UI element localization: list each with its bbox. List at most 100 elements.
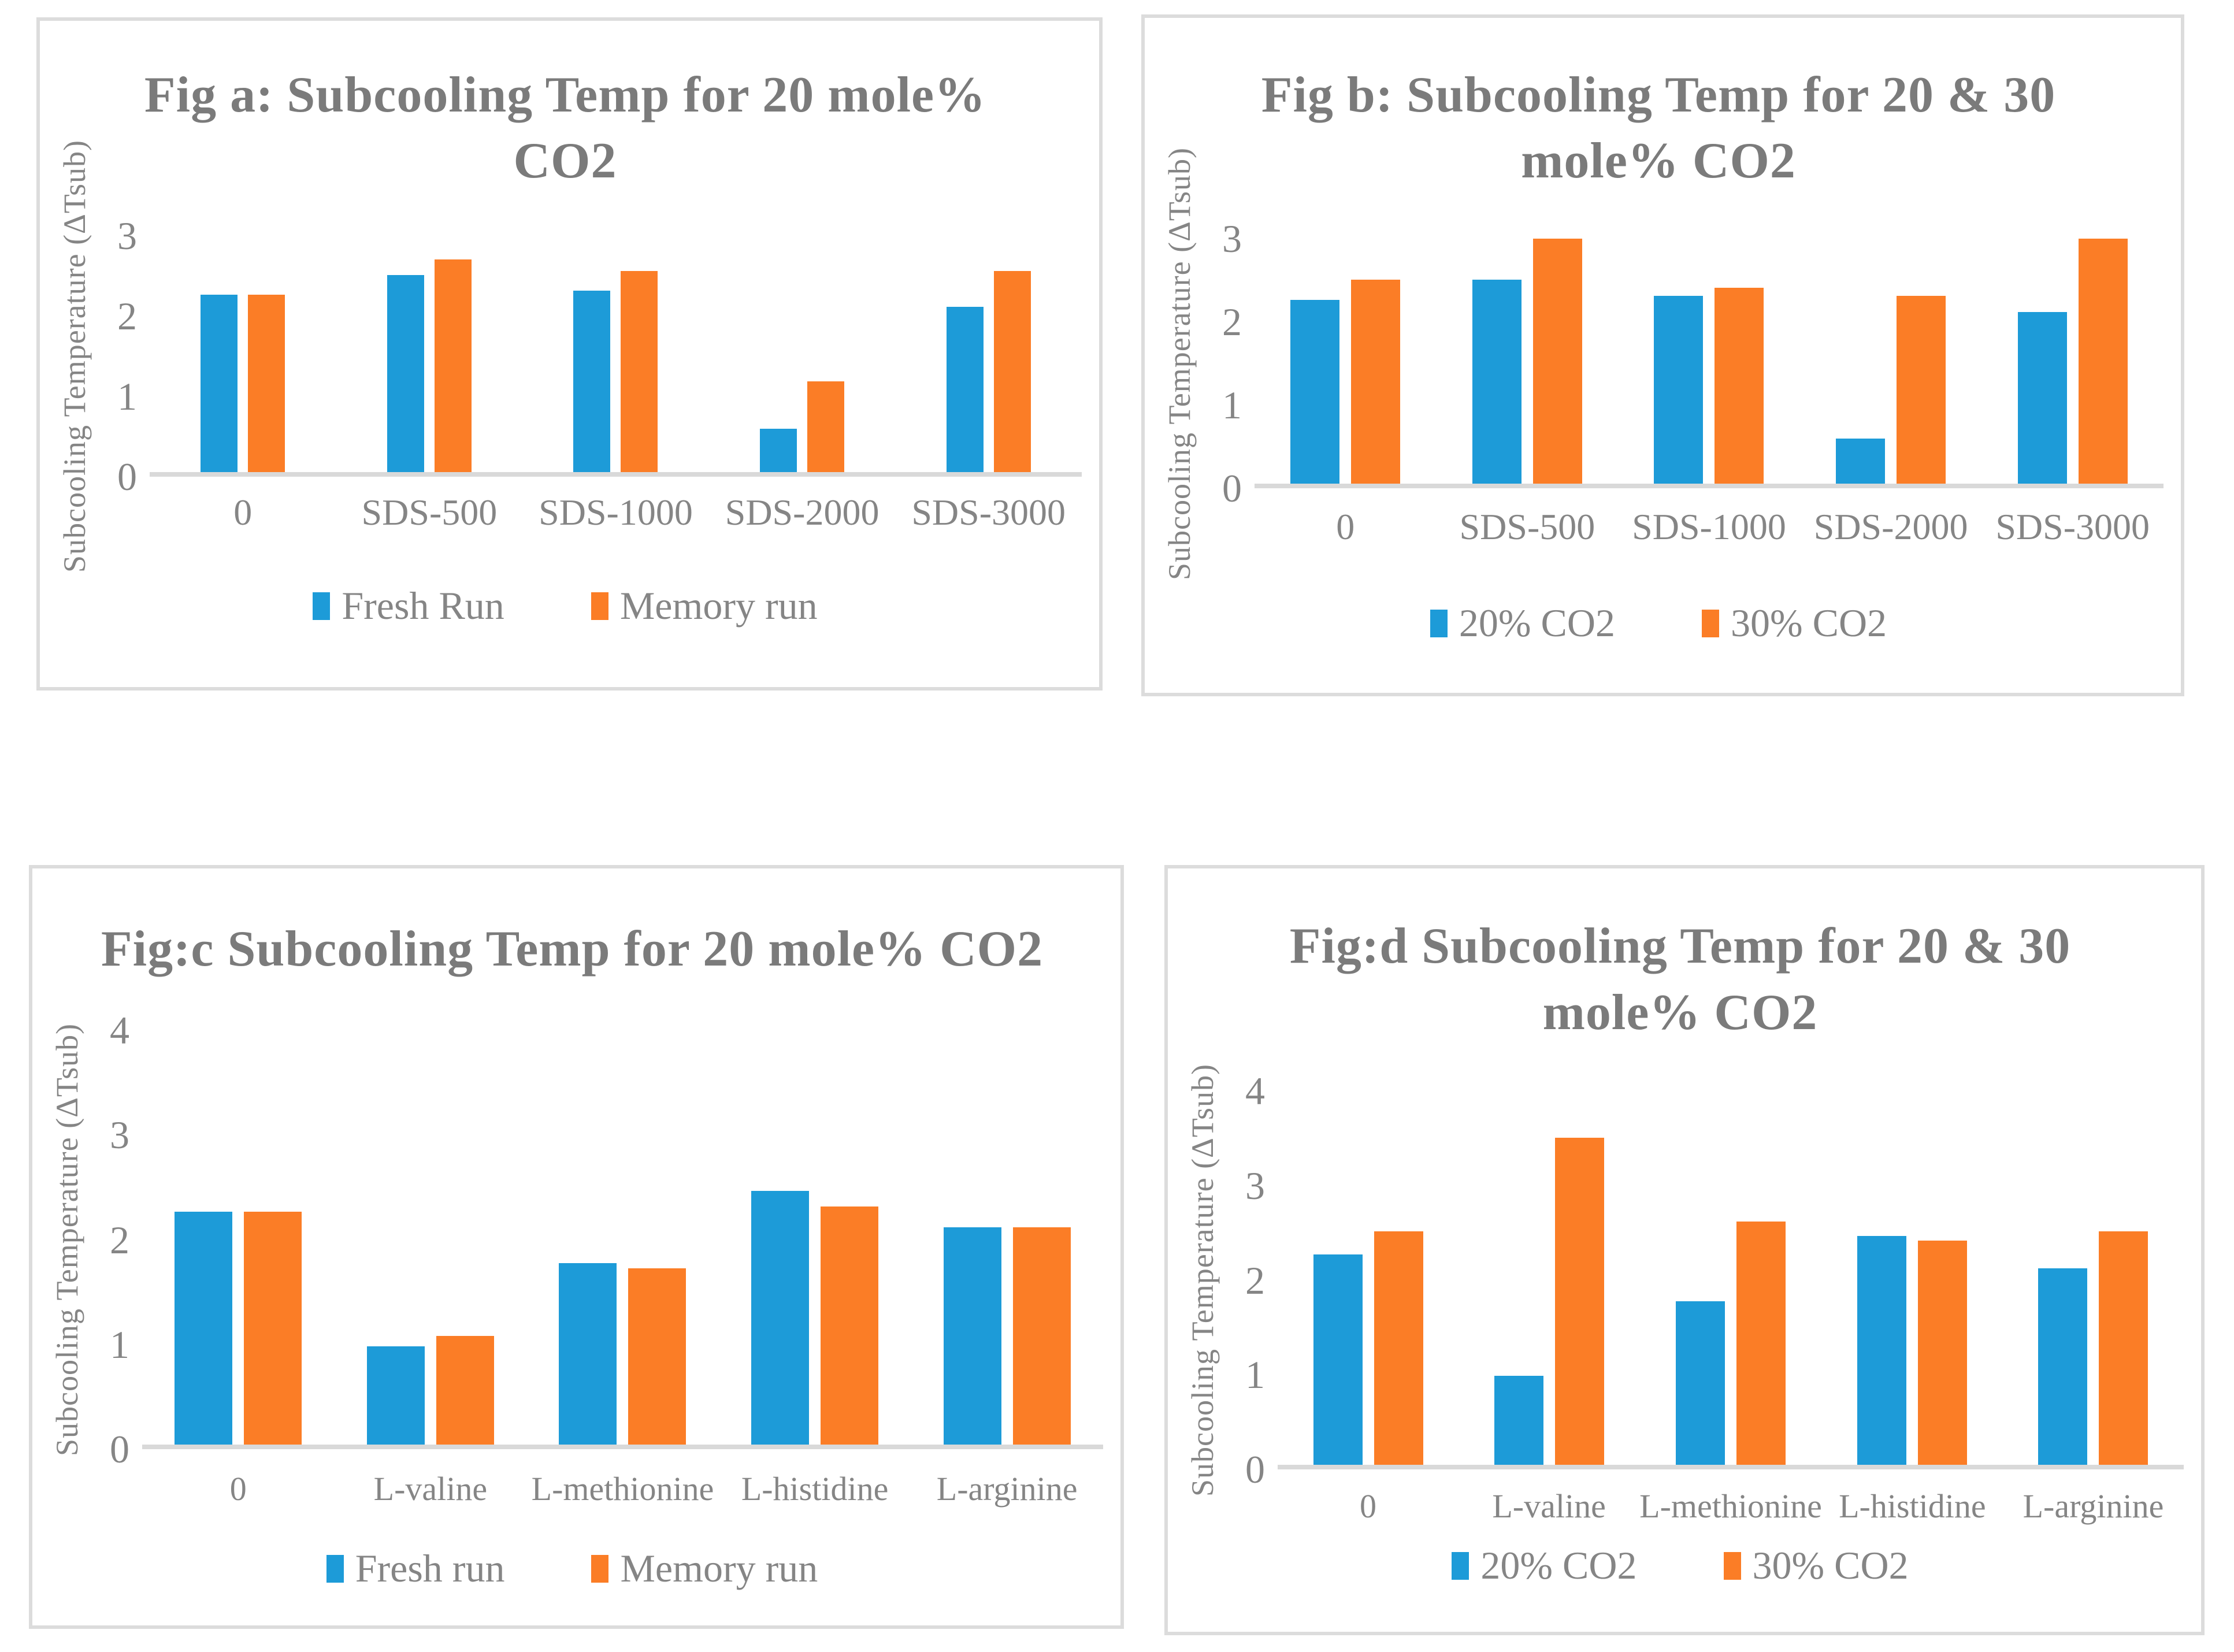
legend-item-memory-run: Memory run: [591, 583, 818, 629]
legend: Fresh Run Memory run: [49, 534, 1082, 687]
bar-group-l-arginine: [2002, 1091, 2184, 1465]
y-tick-label: 3: [1222, 217, 1242, 261]
bar-group-l-arginine: [911, 1030, 1103, 1445]
legend-label: 30% CO2: [1731, 601, 1887, 645]
x-category-label: L-histidine: [1839, 1487, 1986, 1525]
chart-title-text: Fig:c Subcooling Temp for 20 mole% CO2: [101, 920, 1044, 977]
bar-20-co2-sds-2000: [1836, 439, 1886, 484]
bar-group-sds-500: [336, 236, 523, 472]
chart-title-text: Fig a: Subcooling Temp for 20 mole% CO2: [144, 66, 986, 189]
bar-group-sds-2000: [709, 236, 896, 472]
legend-label: 20% CO2: [1480, 1543, 1637, 1587]
y-tick-label: 0: [110, 1427, 129, 1471]
chart-panel-fig-b: Fig b: Subcooling Temp for 20 & 30 mole%…: [1141, 14, 2184, 696]
bar-memory-run-0: [244, 1211, 302, 1445]
plot-area: [1278, 1091, 2184, 1469]
x-category-label: 0: [229, 1470, 247, 1508]
y-tick-label: 0: [1222, 466, 1242, 510]
legend-item-30-co2: 30% CO2: [1702, 600, 1887, 646]
x-category-label: SDS-500: [1459, 506, 1595, 547]
legend-swatch: [591, 1554, 609, 1583]
x-axis-labels: 0 SDS-500 SDS-1000 SDS-2000 SDS-3000: [150, 477, 1082, 534]
y-tick-label: 4: [1245, 1069, 1265, 1113]
x-category-label: 0: [233, 492, 253, 533]
legend-swatch: [591, 592, 608, 620]
chart-panel-fig-a: Fig a: Subcooling Temp for 20 mole% CO2 …: [36, 17, 1103, 691]
chart-title: Fig:d Subcooling Temp for 20 & 30 mole% …: [1177, 868, 2184, 1091]
bar-20-co2-l-methionine: [1675, 1301, 1725, 1465]
bar-group-sds-3000: [895, 236, 1082, 472]
legend-label: Fresh run: [355, 1546, 505, 1590]
bar-group-l-methionine: [1640, 1091, 1821, 1465]
y-axis-label: Subcooling Temperature (ΔTsub): [50, 1023, 84, 1457]
legend-swatch: [326, 1554, 344, 1583]
bar-memory-run-sds-1000: [621, 271, 658, 472]
x-category-label: SDS-500: [361, 492, 498, 533]
x-category-label: SDS-1000: [539, 492, 693, 533]
y-axis-label: Subcooling Temperature (ΔTsub): [1185, 1064, 1220, 1497]
x-category-label: L-valine: [373, 1470, 488, 1508]
bar-20-co2-sds-3000: [2017, 312, 2067, 484]
chart-title: Fig a: Subcooling Temp for 20 mole% CO2: [49, 21, 1082, 236]
bar-30-co2-sds-2000: [1897, 295, 1946, 484]
legend-label: 30% CO2: [1752, 1543, 1909, 1587]
bar-20-co2-0: [1313, 1254, 1363, 1465]
y-tick-label: 1: [110, 1322, 129, 1367]
y-axis: Subcooling Temperature (ΔTsub): [41, 1023, 93, 1456]
x-category-label: SDS-1000: [1632, 506, 1786, 547]
plot-area: [142, 1030, 1103, 1449]
bar-memory-run-l-arginine: [1012, 1227, 1071, 1445]
x-category-label: L-methionine: [1639, 1487, 1822, 1525]
y-axis: Subcooling Temperature (ΔTsub): [1153, 147, 1205, 580]
bar-30-co2-l-valine: [1555, 1137, 1605, 1465]
bar-fresh-run-sds-1000: [573, 291, 611, 472]
chart-title: Fig b: Subcooling Temp for 20 & 30 mole%…: [1153, 18, 2164, 239]
bar-fresh-run-l-valine: [366, 1346, 425, 1445]
bar-30-co2-sds-500: [1532, 239, 1582, 484]
bar-30-co2-l-methionine: [1736, 1222, 1786, 1465]
bar-memory-run-l-histidine: [821, 1206, 879, 1445]
bar-30-co2-l-arginine: [2099, 1231, 2148, 1465]
bar-20-co2-0: [1290, 300, 1340, 484]
y-axis-ticks: 0 1 2 3: [1205, 219, 1255, 508]
bar-group-sds-1000: [1618, 239, 1800, 484]
bar-group-0: [150, 236, 336, 472]
plot-area: [1255, 239, 2164, 488]
x-category-label: 0: [1336, 506, 1355, 547]
y-axis-ticks: 0 1 2 3: [101, 216, 150, 496]
y-tick-label: 3: [117, 214, 137, 258]
bar-fresh-run-0: [201, 295, 238, 472]
bar-20-co2-l-histidine: [1857, 1235, 1906, 1465]
y-tick-label: 2: [117, 294, 137, 339]
y-tick-label: 1: [1245, 1353, 1265, 1397]
y-tick-label: 2: [110, 1217, 129, 1262]
y-axis-ticks: 0 1 2 3 4: [1229, 1071, 1278, 1489]
y-tick-label: 3: [110, 1113, 129, 1157]
bar-memory-run-l-methionine: [628, 1268, 686, 1445]
legend-item-20-co2: 20% CO2: [1430, 600, 1615, 646]
bar-memory-run-l-valine: [436, 1335, 494, 1445]
bar-group-0: [142, 1030, 335, 1445]
y-tick-label: 3: [1245, 1163, 1265, 1208]
x-category-label: L-methionine: [531, 1470, 714, 1508]
legend-item-20-co2: 20% CO2: [1452, 1543, 1637, 1588]
chart-title-text: Fig:d Subcooling Temp for 20 & 30 mole% …: [1289, 918, 2071, 1041]
legend-label: Memory run: [619, 584, 818, 628]
bar-group-l-valine: [335, 1030, 527, 1445]
plot-area: [150, 236, 1082, 477]
legend-label: 20% CO2: [1459, 601, 1615, 645]
bar-20-co2-l-valine: [1494, 1376, 1544, 1465]
chart-panel-fig-d: Fig:d Subcooling Temp for 20 & 30 mole% …: [1164, 865, 2205, 1635]
legend-swatch: [1452, 1551, 1469, 1580]
bar-group-l-valine: [1459, 1091, 1641, 1465]
bar-fresh-run-l-methionine: [559, 1263, 617, 1445]
bar-memory-run-0: [248, 295, 285, 472]
x-category-label: 0: [1360, 1487, 1377, 1525]
x-category-label: L-arginine: [936, 1470, 1078, 1508]
y-tick-label: 2: [1245, 1258, 1265, 1302]
chart-title: Fig:c Subcooling Temp for 20 mole% CO2: [41, 868, 1103, 1030]
bar-30-co2-0: [1351, 279, 1401, 484]
bar-30-co2-sds-1000: [1715, 287, 1764, 484]
bar-group-0: [1278, 1091, 1459, 1465]
